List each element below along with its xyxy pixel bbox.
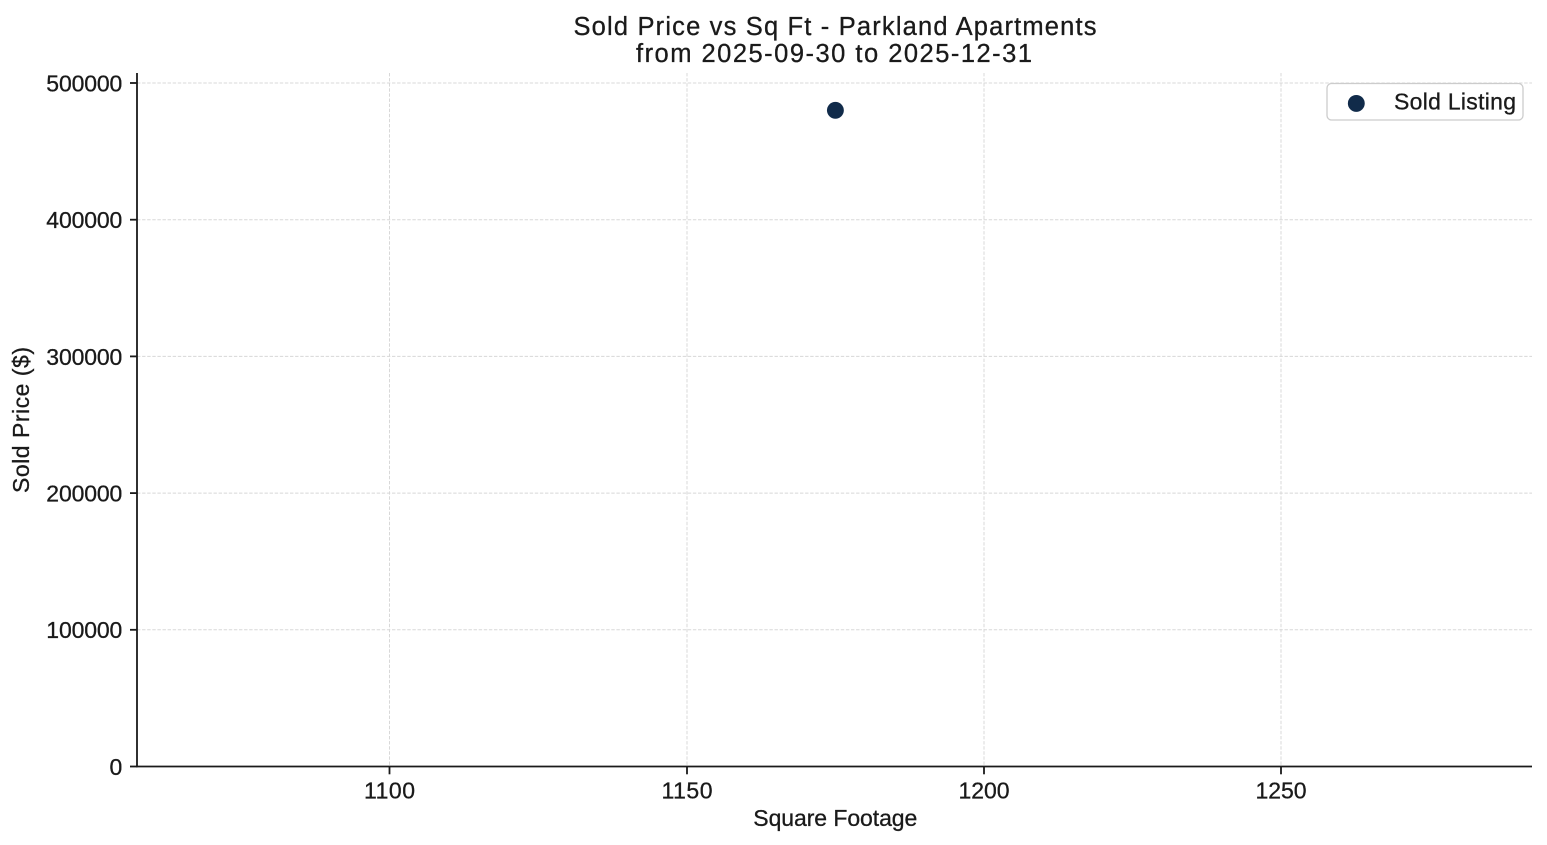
svg-text:400000: 400000 (46, 207, 122, 233)
svg-text:Sold Price ($): Sold Price ($) (8, 347, 34, 493)
svg-text:Sold Listing: Sold Listing (1394, 89, 1516, 115)
svg-text:1200: 1200 (959, 778, 1010, 804)
svg-text:1250: 1250 (1256, 778, 1307, 804)
svg-text:100000: 100000 (46, 617, 122, 643)
svg-text:1100: 1100 (364, 778, 415, 804)
svg-text:500000: 500000 (46, 70, 122, 96)
svg-text:0: 0 (110, 754, 123, 780)
svg-text:200000: 200000 (46, 481, 122, 507)
svg-text:300000: 300000 (46, 344, 122, 370)
svg-text:Square Footage: Square Footage (753, 805, 917, 831)
svg-text:1150: 1150 (662, 778, 713, 804)
svg-text:from 2025-09-30 to 2025-12-31: from 2025-09-30 to 2025-12-31 (636, 40, 1032, 68)
svg-text:Sold Price vs Sq Ft - Parkland: Sold Price vs Sq Ft - Parkland Apartment… (574, 13, 1097, 41)
